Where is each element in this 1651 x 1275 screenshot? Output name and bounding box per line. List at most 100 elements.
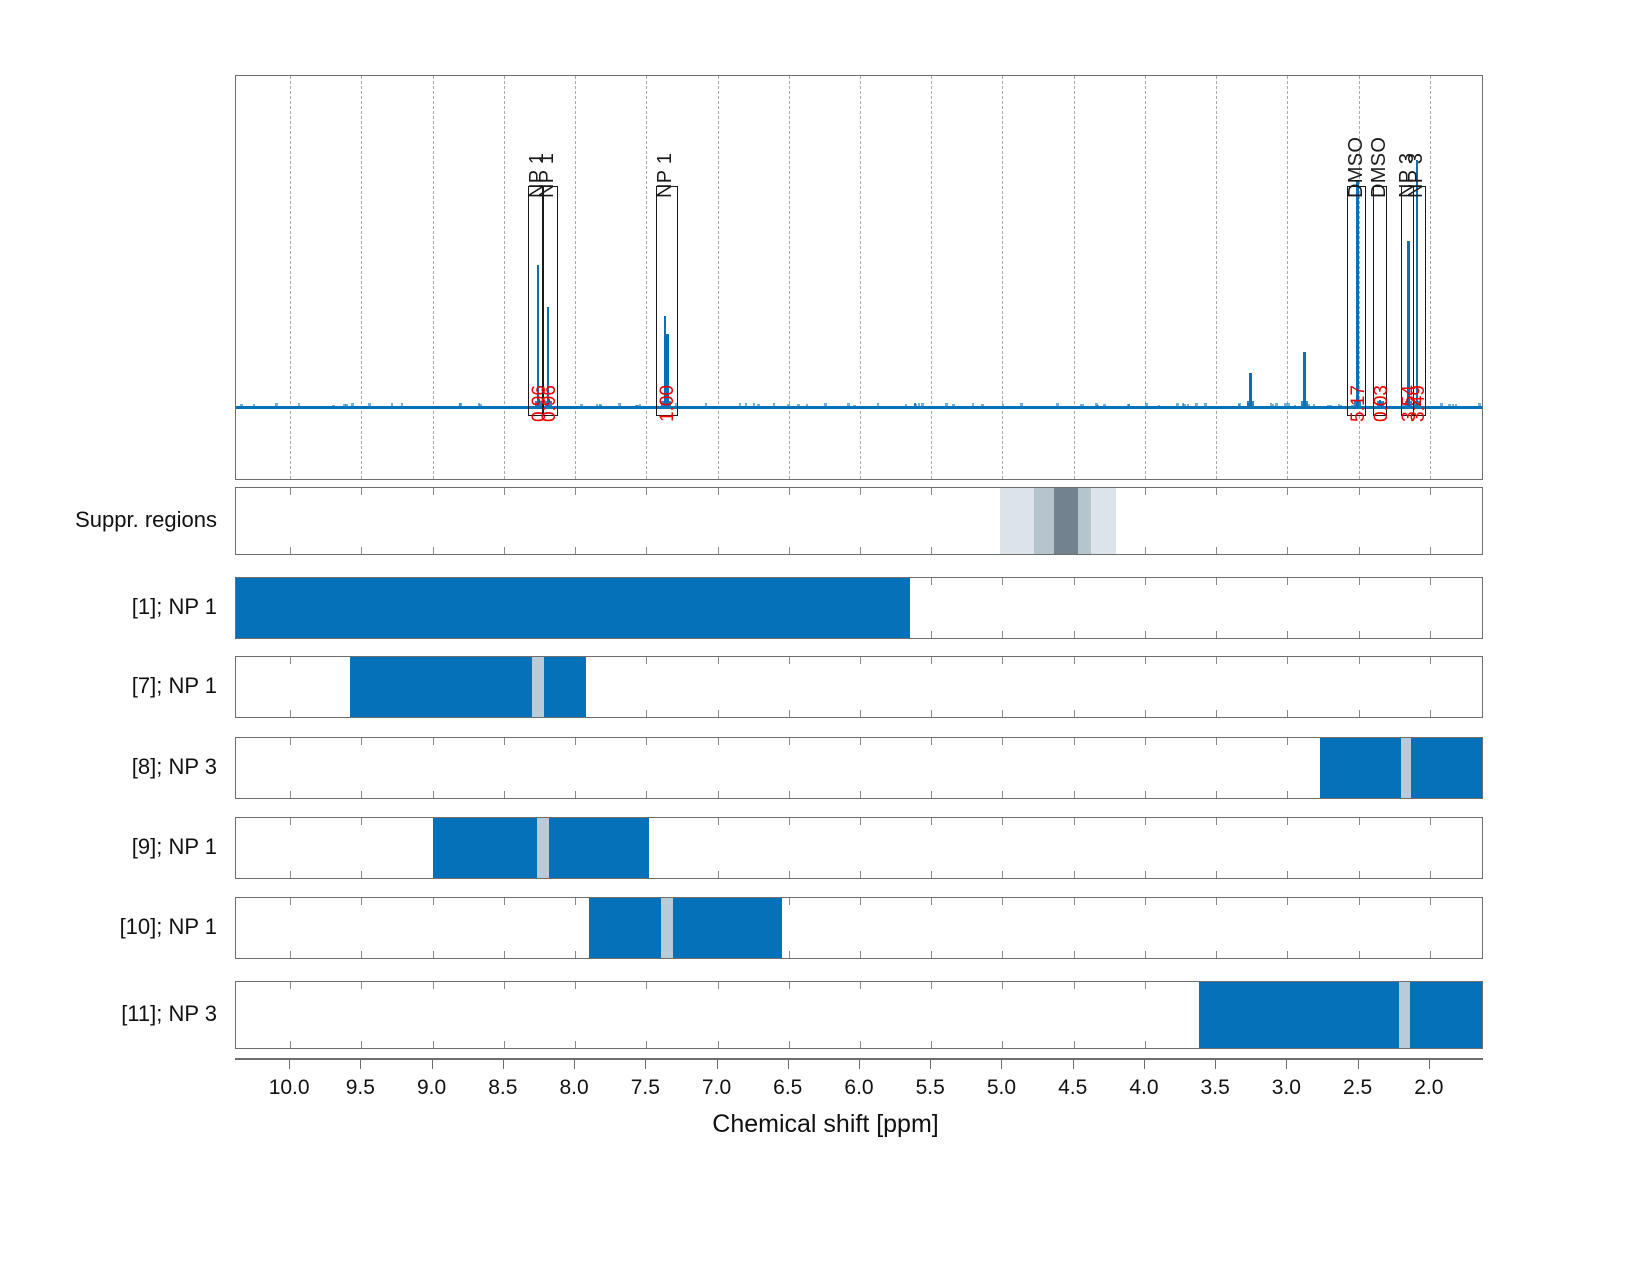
spectrum-noise — [739, 403, 742, 406]
row-tick — [718, 871, 719, 878]
row-tick — [646, 488, 647, 495]
row-tick — [361, 791, 362, 798]
row-tick — [789, 791, 790, 798]
assignment-bar[interactable] — [589, 898, 781, 958]
axis-tick-label: 10.0 — [269, 1076, 310, 1100]
row-9-np-1-label: [9]; NP 1 — [0, 834, 217, 860]
axis-tick — [1001, 1058, 1002, 1069]
axis-tick — [1215, 1058, 1216, 1069]
axis-tick-label: 5.5 — [916, 1076, 945, 1100]
integral-value: 1.00 — [658, 385, 677, 422]
integral-box[interactable] — [542, 186, 558, 416]
axis-tick — [1144, 1058, 1145, 1069]
row-1-np-1-panel — [235, 577, 1483, 639]
row-tick — [789, 818, 790, 825]
row-tick — [290, 982, 291, 989]
row-tick — [361, 547, 362, 554]
row-tick — [1359, 657, 1360, 664]
suppression-band — [1078, 488, 1091, 554]
row-tick — [1216, 818, 1217, 825]
row-tick — [1430, 657, 1431, 664]
spectrum-noise — [1020, 403, 1023, 406]
integral-box[interactable] — [656, 186, 677, 416]
spectrum-gridline — [1216, 76, 1217, 479]
suppression-regions-track — [236, 488, 1482, 554]
row-tick — [1359, 951, 1360, 958]
spectrum-noise — [580, 404, 583, 406]
spectrum-gridline — [290, 76, 291, 479]
row-tick — [1287, 818, 1288, 825]
row-tick — [1359, 898, 1360, 905]
row-tick — [1216, 738, 1217, 745]
row-tick — [789, 657, 790, 664]
assignment-gap — [1399, 982, 1410, 1048]
row-tick — [1002, 631, 1003, 638]
row-tick — [718, 791, 719, 798]
row-tick — [789, 710, 790, 717]
row-10-np-1-track — [236, 898, 1482, 958]
row-tick — [1287, 710, 1288, 717]
spectrum-peak-base — [1301, 401, 1308, 406]
row-9-np-1-track — [236, 818, 1482, 878]
row-tick — [1430, 631, 1431, 638]
row-tick — [433, 1041, 434, 1048]
row-tick — [1216, 547, 1217, 554]
spectrum-noise — [1195, 403, 1198, 406]
row-tick — [1216, 657, 1217, 664]
assignment-gap — [532, 657, 543, 717]
row-tick — [1287, 791, 1288, 798]
row-tick — [1216, 898, 1217, 905]
axis-tick — [1358, 1058, 1359, 1069]
assignment-bar[interactable] — [236, 578, 910, 638]
row-tick — [1287, 578, 1288, 585]
spectrum-noise — [368, 403, 371, 406]
integral-label: DMSO — [1346, 137, 1366, 198]
row-tick — [646, 791, 647, 798]
integral-label: NP 1 — [655, 153, 675, 198]
integral-box[interactable] — [1347, 186, 1366, 416]
row-tick — [1074, 951, 1075, 958]
row-tick — [718, 738, 719, 745]
axis-tick — [503, 1058, 504, 1069]
assignment-gap — [537, 818, 550, 878]
spectrum-gridline — [1287, 76, 1288, 479]
assignment-bar[interactable] — [350, 657, 586, 717]
row-11-np-3-track — [236, 982, 1482, 1048]
row-tick — [931, 818, 932, 825]
spectrum-noise — [952, 404, 955, 406]
row-8-np-3-label: [8]; NP 3 — [0, 754, 217, 780]
row-tick — [1359, 818, 1360, 825]
spectrum-noise — [1002, 404, 1005, 406]
row-tick — [361, 951, 362, 958]
axis-tick-label: 7.0 — [702, 1076, 731, 1100]
suppression-band — [1091, 488, 1117, 554]
axis-tick — [1073, 1058, 1074, 1069]
assignment-bar[interactable] — [1199, 982, 1482, 1048]
row-tick — [504, 898, 505, 905]
row-tick — [1145, 871, 1146, 878]
row-tick — [433, 982, 434, 989]
spectrum-noise — [298, 403, 301, 406]
row-tick — [1074, 738, 1075, 745]
integral-value: 0.03 — [1372, 385, 1391, 422]
row-tick — [860, 982, 861, 989]
integral-box[interactable] — [1413, 186, 1426, 416]
row-tick — [860, 1041, 861, 1048]
row-tick — [646, 710, 647, 717]
row-tick — [504, 547, 505, 554]
row-tick — [1074, 898, 1075, 905]
row-tick — [575, 488, 576, 495]
integral-value: 3.49 — [1409, 385, 1428, 422]
row-tick — [575, 791, 576, 798]
row-tick — [1216, 791, 1217, 798]
row-tick — [1002, 578, 1003, 585]
spectrum-noise — [1478, 403, 1481, 406]
spectrum-noise — [853, 405, 856, 406]
row-tick — [646, 1041, 647, 1048]
axis-tick — [930, 1058, 931, 1069]
row-tick — [1145, 898, 1146, 905]
spectrum-noise — [479, 404, 482, 406]
integral-box[interactable] — [1373, 186, 1387, 416]
row-tick — [290, 488, 291, 495]
row-tick — [1145, 488, 1146, 495]
